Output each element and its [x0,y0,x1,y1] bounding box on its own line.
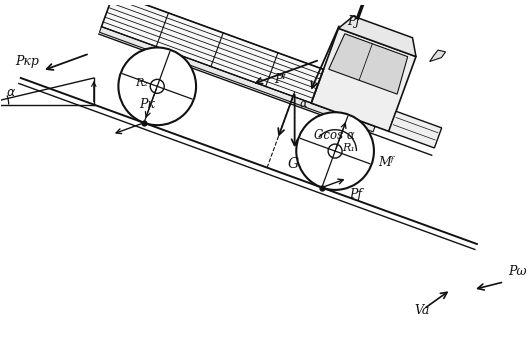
Polygon shape [99,27,375,132]
Text: Pᴵ: Pᴵ [274,73,285,86]
Circle shape [118,48,196,125]
Polygon shape [389,111,442,148]
Text: Pƒ: Pƒ [350,188,362,201]
Text: α: α [299,99,307,109]
Circle shape [296,112,374,190]
Text: Pω: Pω [508,265,527,278]
Text: Pј: Pј [347,15,359,28]
Circle shape [328,144,342,158]
Text: G: G [288,157,299,171]
Text: α: α [7,86,15,99]
Circle shape [360,0,370,2]
Polygon shape [430,50,446,61]
Text: Mᶠ: Mᶠ [378,156,393,169]
Polygon shape [338,16,416,56]
Text: Pк: Pк [139,98,155,111]
Polygon shape [101,0,388,126]
Text: R₁: R₁ [342,143,355,153]
Text: R₂: R₂ [135,78,148,88]
Circle shape [150,80,164,93]
Text: Gcos α: Gcos α [314,129,355,142]
Polygon shape [311,28,416,131]
Text: Va: Va [414,304,429,317]
Polygon shape [329,34,408,94]
Text: Pкр: Pкр [15,55,39,68]
